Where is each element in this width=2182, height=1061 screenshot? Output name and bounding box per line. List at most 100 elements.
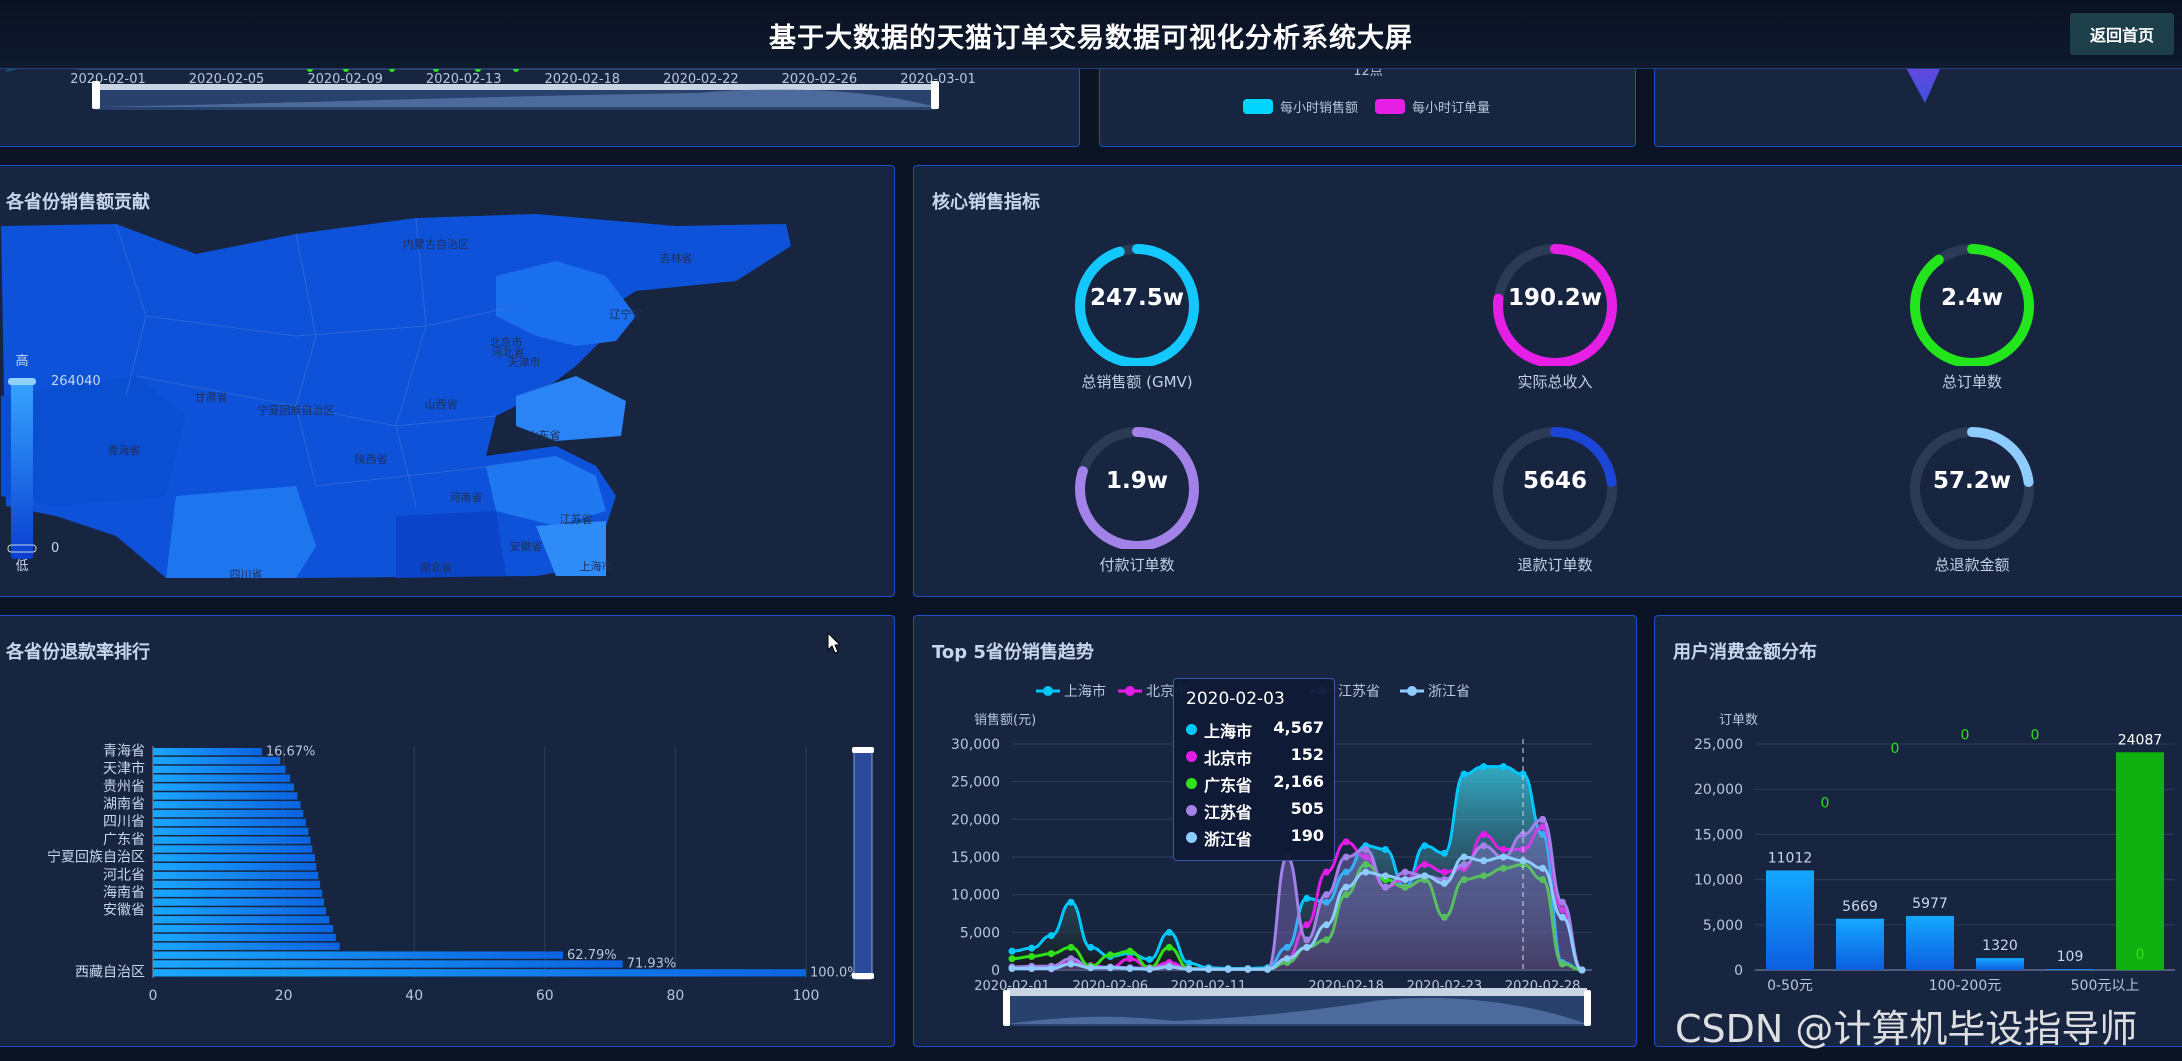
zoom-handle-left[interactable] [1003, 990, 1010, 1026]
zoom-handle-right[interactable] [931, 81, 939, 109]
visual-map-handle-bottom[interactable] [7, 544, 37, 553]
data-point[interactable] [1558, 913, 1566, 921]
data-point[interactable] [1126, 947, 1134, 955]
refund-bar[interactable] [153, 933, 336, 942]
data-point[interactable] [1480, 763, 1488, 771]
data-point[interactable] [1322, 868, 1330, 876]
refund-bar[interactable] [153, 765, 286, 774]
province-shape[interactable] [166, 486, 316, 578]
data-point[interactable] [1460, 876, 1468, 884]
data-point[interactable] [1381, 872, 1389, 880]
data-point[interactable] [1028, 964, 1036, 972]
refund-bar[interactable] [153, 836, 311, 844]
legend-dot[interactable] [1125, 686, 1135, 696]
refund-bar[interactable] [153, 774, 291, 782]
data-point[interactable] [1460, 861, 1468, 869]
province-shape[interactable] [516, 376, 626, 441]
data-point[interactable] [1008, 955, 1016, 963]
legend-label[interactable]: 江苏省 [1338, 684, 1380, 700]
province-shape[interactable] [536, 521, 606, 576]
refund-bar[interactable] [153, 827, 309, 835]
refund-bar[interactable] [153, 880, 321, 889]
legend-orders-label[interactable]: 每小时订单量 [1412, 100, 1490, 116]
data-point[interactable] [1362, 868, 1370, 876]
data-point[interactable] [1519, 830, 1527, 838]
data-point[interactable] [1342, 883, 1350, 891]
data-point[interactable] [1539, 876, 1547, 884]
data-point[interactable] [1008, 947, 1016, 955]
refund-bar[interactable] [153, 756, 281, 765]
refund-bar[interactable] [153, 907, 327, 915]
data-point[interactable] [1499, 763, 1507, 771]
visual-map-handle-top[interactable] [8, 378, 36, 385]
refund-bar[interactable] [153, 818, 306, 827]
refund-bar[interactable] [153, 969, 806, 977]
data-point[interactable] [1224, 965, 1232, 973]
legend-orders-swatch[interactable] [1375, 99, 1405, 114]
data-point[interactable] [1303, 894, 1311, 902]
data-point[interactable] [1558, 906, 1566, 914]
data-point[interactable] [1146, 955, 1154, 963]
data-point[interactable] [1185, 965, 1193, 973]
data-point[interactable] [1499, 845, 1507, 853]
data-point[interactable] [1440, 913, 1448, 921]
data-point[interactable] [1047, 932, 1055, 940]
data-point[interactable] [1303, 943, 1311, 951]
data-point[interactable] [1067, 898, 1075, 906]
data-point[interactable] [1322, 898, 1330, 906]
data-point[interactable] [1381, 845, 1389, 853]
data-point[interactable] [1440, 868, 1448, 876]
refund-bar[interactable] [153, 951, 564, 959]
refund-bar[interactable] [153, 889, 323, 897]
data-point[interactable] [1401, 876, 1409, 884]
data-point[interactable] [1126, 955, 1134, 963]
data-point[interactable] [1244, 965, 1252, 973]
refund-bar[interactable] [153, 898, 325, 906]
data-point[interactable] [1440, 849, 1448, 857]
province-shape[interactable] [1, 376, 186, 506]
vertical-zoom-slider[interactable] [853, 748, 873, 980]
data-point[interactable] [1342, 891, 1350, 899]
data-point[interactable] [1028, 944, 1036, 952]
refund-bar[interactable] [153, 960, 623, 968]
legend-sales-swatch[interactable] [1243, 99, 1273, 114]
data-point[interactable] [1008, 964, 1016, 972]
spend-bar[interactable] [2046, 969, 2094, 970]
spend-bar[interactable] [1906, 915, 1954, 970]
slider-handle-top[interactable] [852, 747, 874, 753]
slider-handle-bottom[interactable] [852, 973, 874, 979]
data-point[interactable] [1499, 853, 1507, 861]
data-point[interactable] [1401, 883, 1409, 891]
province-shape[interactable] [486, 456, 606, 526]
refund-bar[interactable] [153, 942, 340, 950]
data-point[interactable] [1165, 963, 1173, 971]
data-point[interactable] [1283, 955, 1291, 963]
data-point[interactable] [1047, 965, 1055, 973]
visual-map-bar[interactable] [11, 381, 33, 559]
data-point[interactable] [1185, 959, 1193, 967]
data-point[interactable] [1342, 838, 1350, 846]
spend-bar[interactable] [1766, 870, 1814, 970]
data-point[interactable] [1578, 966, 1586, 974]
legend-sales-label[interactable]: 每小时销售额 [1280, 100, 1358, 116]
data-point[interactable] [1480, 872, 1488, 880]
data-point[interactable] [1519, 770, 1527, 778]
refund-bar[interactable] [153, 792, 298, 800]
data-point[interactable] [1558, 898, 1566, 906]
refund-bar[interactable] [153, 924, 334, 933]
refund-bar[interactable] [153, 845, 313, 853]
data-point[interactable] [1421, 861, 1429, 869]
spend-bar[interactable] [2116, 752, 2164, 970]
refund-bar[interactable] [153, 801, 301, 809]
data-point[interactable] [1283, 943, 1291, 951]
data-point[interactable] [1401, 868, 1409, 876]
data-point[interactable] [1499, 864, 1507, 872]
data-point[interactable] [1460, 853, 1468, 861]
legend-dot[interactable] [1043, 686, 1053, 696]
data-point[interactable] [1342, 868, 1350, 876]
data-point[interactable] [1303, 921, 1311, 929]
data-point[interactable] [1539, 830, 1547, 838]
data-point[interactable] [1067, 943, 1075, 951]
data-point[interactable] [1342, 853, 1350, 861]
data-point[interactable] [1539, 815, 1547, 823]
